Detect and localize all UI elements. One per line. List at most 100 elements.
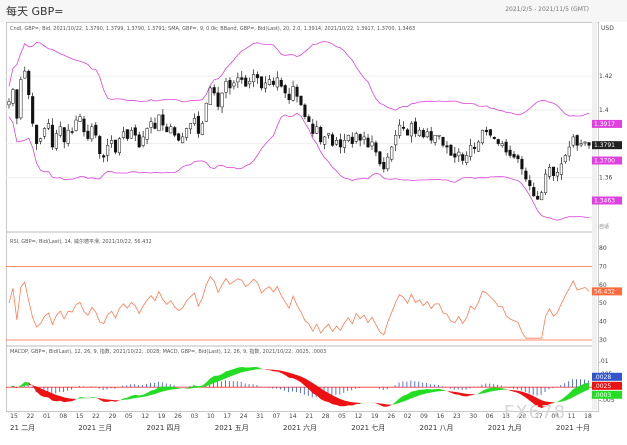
rsi-line [8,275,590,339]
candle [457,151,461,157]
candle [46,123,51,129]
candle [279,79,283,87]
price-scale-note: 自适 [599,223,609,230]
candle [583,141,587,144]
candle [275,77,279,88]
candle [465,155,469,163]
candle [429,131,433,141]
macd-badge-a: .0028 [594,374,611,381]
candle [7,101,11,106]
candle [62,127,66,143]
candle [295,86,299,97]
macd-badge-c: .0003 [594,392,611,399]
x-tick-label: 26 [174,413,182,420]
candle [216,92,220,107]
price-unit-label: USD [601,25,614,32]
x-tick-label: 13 [502,413,510,420]
candle [256,74,260,79]
candle [524,170,528,180]
x-tick-label: 08 [59,413,67,420]
macd-badge-b: .0025 [594,383,611,390]
x-tick-label: 15 [76,413,84,420]
bb-lower-badge-bg [592,196,622,205]
x-tick-label: 01 [43,413,51,420]
rsi-panel-name: RSI, GBP=, Bid(Last), 14, 威尔德平滑, 2021/10… [10,239,152,245]
candle [350,136,354,144]
candle [220,92,224,108]
x-tick-label: 16 [437,413,445,420]
candle [224,80,228,93]
month-label: 2021 五月 [215,424,249,432]
candle [437,134,441,137]
x-tick-label: 05 [125,413,133,420]
candle [516,155,520,160]
candle [354,133,358,142]
candle [547,167,552,177]
x-tick-label: 04 [551,413,559,420]
x-tick-label: 23 [453,413,461,420]
bb-mid-badge: 1.3700 [594,158,615,165]
candle [362,136,366,140]
rsi-tick-label: 70 [599,263,607,270]
candle [480,129,485,144]
x-tick-label: 12 [141,413,149,420]
candle [113,139,118,153]
candle [520,158,524,170]
bb-lower-badge: 1.3463 [594,198,615,205]
month-label: 2021 四月 [147,424,181,432]
candle [54,133,58,149]
macd-badge-c-bg [592,390,622,399]
candle [378,151,382,165]
candle [532,187,536,197]
candle [196,115,200,134]
chart-header: 每天 GBP= 2021/2/5 - 2021/11/5 (GMT) [0,0,627,22]
candle [544,173,548,194]
candle [66,129,70,144]
rsi-badge: 56.432 [594,288,615,295]
candle [82,118,86,133]
candle [540,192,544,201]
candle [342,140,346,148]
candle [263,82,268,89]
candle [587,142,591,146]
candle [133,127,137,136]
close-badge-bg [592,141,622,150]
candle [110,140,114,144]
chart-frame [6,22,599,412]
x-tick-label: 27 [535,413,543,420]
candle [366,137,370,148]
candle [15,89,19,119]
candle [208,87,212,106]
month-label: 2021 六月 [283,423,317,432]
candle [559,163,563,175]
candle [117,138,122,154]
candle [90,126,94,140]
candle [441,136,445,146]
candle [70,131,74,133]
x-tick-label: 31 [256,413,264,420]
x-tick-label: 22 [92,413,100,420]
macd-badge-a-bg [592,372,622,381]
macd-panel-name: MACDP, GBP=, Bid(Last), 12, 26, 9, 指数, 2… [10,349,327,355]
x-tick-label: 20 [519,413,527,420]
candle [469,145,473,157]
candle [102,155,106,158]
rsi-tick-label: 80 [599,245,607,252]
candle [165,126,169,133]
candle [398,124,402,136]
watermark: FX678 [504,402,567,423]
candle [311,123,315,134]
bb-upper-line [8,40,590,117]
x-tick-label: 11 [568,413,576,420]
candle [19,79,23,119]
candle [141,136,145,146]
y-tick-label: 1.42 [599,73,613,80]
candle [567,146,571,157]
candle [98,136,102,155]
x-tick-label: 06 [486,413,494,420]
candle [370,141,374,147]
macd-area-up [9,366,589,405]
candle [405,129,410,136]
price-panel-name: Cndl, GBP=, Bid, 2021/10/22, 1.3790, 1.3… [10,26,416,32]
